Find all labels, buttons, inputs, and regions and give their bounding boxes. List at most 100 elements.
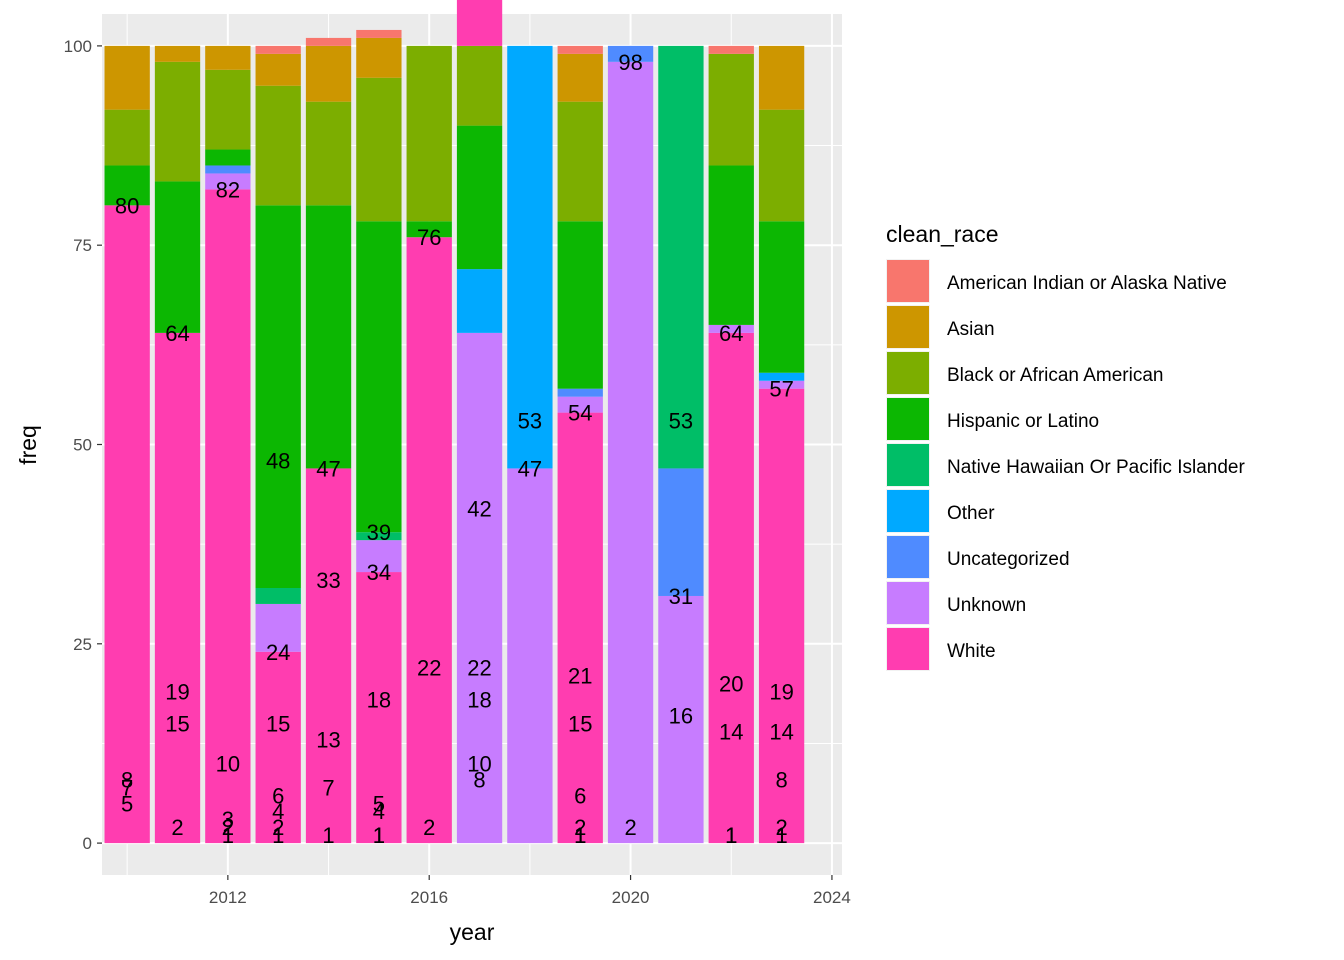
bar-value-label: 8	[121, 767, 133, 792]
legend-key-swatch	[887, 398, 929, 440]
bar-segment	[305, 45, 352, 102]
bar-segment	[658, 468, 704, 596]
bar-segment	[557, 396, 603, 413]
bar-segment	[658, 45, 704, 469]
bar-segment	[708, 165, 754, 325]
bar-segment	[305, 37, 352, 46]
bar-segment	[356, 540, 402, 573]
bar-value-label: 22	[417, 656, 441, 681]
bar-segment	[557, 45, 603, 54]
y-tick-label: 0	[83, 834, 92, 853]
bar-value-label: 64	[719, 321, 743, 346]
legend-item-label: White	[947, 641, 996, 662]
bar-segment	[154, 61, 201, 182]
bar-segment	[708, 332, 754, 844]
legend-key-swatch	[887, 306, 929, 348]
bar-value-label: 39	[367, 520, 391, 545]
bar-value-label: 42	[467, 496, 491, 521]
bar-segment	[255, 603, 301, 652]
y-tick-label: 75	[73, 236, 92, 255]
bar-value-label: 6	[574, 783, 586, 808]
bar-segment	[708, 53, 754, 166]
bar-value-label: 14	[769, 720, 793, 745]
y-tick-label: 50	[73, 436, 92, 455]
bar-value-label: 14	[719, 720, 743, 745]
bar-value-label: 1	[725, 823, 737, 848]
bar-segment	[456, 125, 503, 270]
bar-segment	[356, 29, 402, 38]
bar-value-label: 1	[322, 823, 334, 848]
bar-segment	[708, 45, 754, 54]
bar-value-label: 5	[373, 791, 385, 816]
legend-item-label: Unknown	[947, 595, 1026, 616]
bar-segment	[406, 237, 452, 844]
bar-value-label: 8	[775, 767, 787, 792]
legend-item-label: Other	[947, 503, 995, 524]
bar-segment	[658, 595, 704, 844]
bar-segment	[758, 221, 805, 373]
bar-segment	[758, 109, 805, 222]
bar-value-label: 21	[568, 664, 592, 689]
legend-key-swatch	[887, 490, 929, 532]
bar-segment	[356, 532, 402, 541]
bar-value-label: 33	[316, 568, 340, 593]
bar-value-label: 64	[165, 321, 189, 346]
bar-segment	[205, 69, 251, 150]
bar-segment	[557, 101, 603, 222]
bar-value-label: 5	[121, 791, 133, 816]
bar-value-label: 15	[266, 712, 290, 737]
bar-segment	[758, 45, 805, 110]
bar-value-label: 3	[222, 807, 234, 832]
bar-segment	[255, 205, 301, 589]
bar-segment	[758, 372, 805, 381]
bar-value-label: 2	[222, 815, 234, 840]
bar-value-label: 7	[121, 775, 133, 800]
bar-segment	[154, 45, 201, 62]
bar-segment	[104, 45, 150, 110]
bar-value-label: 1	[373, 823, 385, 848]
bar-value-label: 15	[165, 712, 189, 737]
bar-value-label: 53	[518, 409, 542, 434]
y-axis-title: freq	[15, 425, 41, 465]
bar-segment	[205, 45, 251, 70]
bar-value-label: 1	[725, 823, 737, 848]
bars	[104, 0, 805, 844]
bar-segment	[607, 61, 654, 844]
bar-value-label: 24	[266, 640, 290, 665]
legend-item-label: Uncategorized	[947, 549, 1070, 570]
bar-value-label: 1	[272, 823, 284, 848]
x-tick-label: 2020	[612, 888, 650, 907]
bar-segment	[305, 101, 352, 206]
bar-segment	[255, 651, 301, 844]
bar-value-label: 2	[272, 815, 284, 840]
bar-value-label: 2	[222, 815, 234, 840]
bar-value-label: 53	[669, 409, 693, 434]
legend-item-label: Hispanic or Latino	[947, 411, 1099, 432]
legend-key-swatch	[887, 582, 929, 624]
bar-segment	[456, 332, 503, 844]
y-tick-label: 100	[64, 37, 92, 56]
bar-value-label: 31	[669, 584, 693, 609]
x-tick-label: 2024	[813, 888, 851, 907]
legend-key-swatch	[887, 628, 929, 670]
x-axis: 2012 2016 2020 2024	[209, 875, 851, 907]
bar-value-label: 2	[171, 815, 183, 840]
legend-key-swatch	[887, 444, 929, 486]
legend-key-swatch	[887, 352, 929, 394]
bar-value-label: 16	[669, 704, 693, 729]
bar-segment	[255, 85, 301, 206]
bar-segment	[557, 412, 603, 844]
bar-value-label: 57	[769, 377, 793, 402]
bar-segment	[205, 189, 251, 844]
legend: clean_race American Indian or Alaska Nat…	[886, 221, 1245, 671]
bar-segment	[406, 221, 452, 238]
bar-segment	[356, 77, 402, 222]
bar-segment	[456, 269, 503, 333]
legend-title: clean_race	[886, 221, 999, 247]
bar-segment	[557, 53, 603, 102]
legend-key-swatch	[887, 260, 929, 302]
bar-value-label: 76	[417, 225, 441, 250]
legend-item-label: Native Hawaiian Or Pacific Islander	[947, 457, 1245, 478]
x-tick-label: 2012	[209, 888, 247, 907]
bar-value-label: 19	[769, 680, 793, 705]
